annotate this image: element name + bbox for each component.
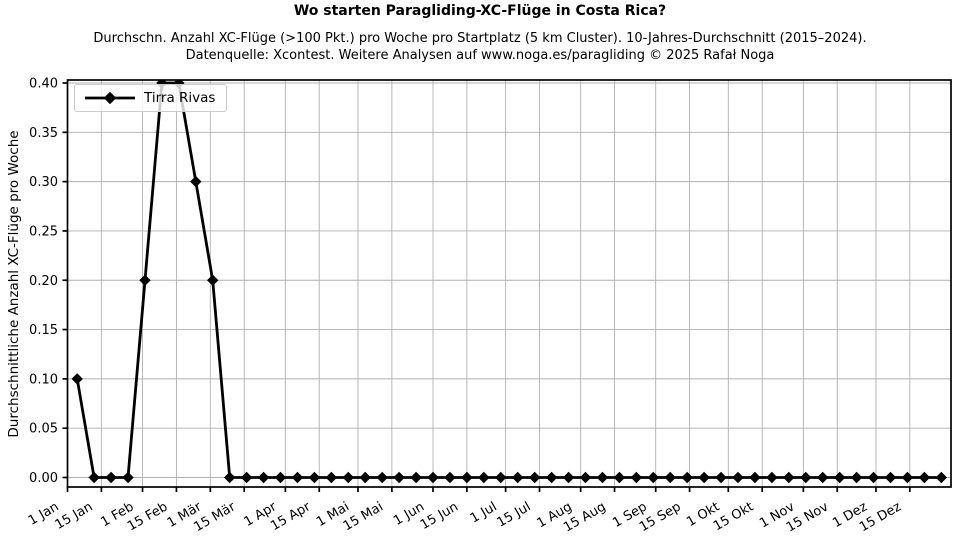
y-tick-label: 0.05 <box>29 422 58 437</box>
x-tick-label: 15 Apr <box>268 499 313 534</box>
y-tick-label: 0.30 <box>29 175 58 190</box>
data-point-marker <box>291 471 304 484</box>
x-tick-label: 15 Jan <box>53 499 96 532</box>
y-tick-label: 0.40 <box>29 77 58 92</box>
chart-subtitle-line2: Datenquelle: Xcontest. Weitere Analysen … <box>185 48 775 63</box>
data-point-marker <box>698 471 710 484</box>
data-point-marker <box>715 471 727 484</box>
data-point-marker <box>918 471 931 484</box>
data-point-marker <box>935 471 947 484</box>
data-point-marker <box>105 471 117 484</box>
data-point-marker <box>410 471 422 484</box>
data-point-marker <box>783 471 795 484</box>
data-point-marker <box>817 471 829 484</box>
gridlines <box>67 80 951 487</box>
data-point-marker <box>732 471 744 484</box>
data-point-marker <box>884 471 897 484</box>
y-tick-label: 0.35 <box>29 126 58 141</box>
data-point-marker <box>850 471 863 484</box>
data-point-marker <box>240 471 253 484</box>
data-point-marker <box>325 471 337 484</box>
data-point-marker <box>427 471 439 484</box>
y-tick-label: 0.00 <box>29 471 58 486</box>
data-point-marker <box>393 471 405 484</box>
data-point-marker <box>529 471 541 484</box>
y-tick-label: 0.10 <box>29 372 58 387</box>
data-point-marker <box>545 471 558 484</box>
y-tick-label: 0.15 <box>29 323 58 338</box>
data-point-marker <box>376 471 388 484</box>
data-point-marker <box>766 471 778 484</box>
data-point-marker <box>630 471 642 484</box>
data-point-marker <box>867 471 880 484</box>
y-axis-ticks: 0.00 0.05 0.10 0.15 0.20 0.25 0.30 0.35 0.40 <box>29 77 68 486</box>
data-point-marker <box>71 373 83 385</box>
data-point-marker <box>308 471 321 484</box>
data-point-marker <box>562 471 575 484</box>
data-point-marker <box>190 175 202 188</box>
data-point-marker <box>342 471 354 484</box>
data-point-marker <box>224 471 236 484</box>
data-point-marker <box>596 471 609 484</box>
plot-border <box>66 79 952 488</box>
data-point-marker <box>512 471 524 484</box>
legend-line-diamond-icon <box>85 91 135 105</box>
y-tick-label: 0.25 <box>29 224 58 239</box>
data-line <box>75 81 942 479</box>
data-point-marker <box>359 471 371 484</box>
data-series <box>71 80 947 484</box>
x-tick-label: 15 Jun <box>418 499 461 532</box>
data-point-marker <box>257 471 270 484</box>
chart-subtitle-line1: Durchschn. Anzahl XC-Flüge (>100 Pkt.) p… <box>93 31 867 46</box>
data-point-marker <box>664 471 676 484</box>
data-point-marker <box>681 471 693 484</box>
data-point-marker <box>139 274 151 286</box>
data-point-marker <box>647 471 659 484</box>
chart-title: Wo starten Paragliding-XC-Flüge in Costa… <box>293 3 667 19</box>
legend-label: Tirra Rivas <box>144 90 216 106</box>
data-point-marker <box>834 471 846 484</box>
data-point-marker <box>901 471 914 484</box>
data-point-marker <box>461 471 473 484</box>
data-point-marker <box>613 471 626 484</box>
data-point-marker <box>579 471 592 484</box>
x-tick-label: 1 Jul <box>468 499 500 526</box>
x-tick-label: 15 Mai <box>341 499 386 534</box>
data-point-marker <box>88 471 100 484</box>
data-point-marker <box>800 471 812 484</box>
data-point-marker <box>495 471 507 484</box>
data-point-marker <box>122 471 134 484</box>
x-tick-label: 15 Jul <box>495 499 534 530</box>
data-point-marker <box>478 471 490 484</box>
legend: Tirra Rivas <box>74 84 228 112</box>
data-point-marker <box>749 471 761 484</box>
data-point-marker <box>444 471 456 484</box>
y-tick-label: 0.20 <box>29 274 58 289</box>
data-point-marker <box>274 471 287 484</box>
data-point-marker <box>207 274 219 286</box>
